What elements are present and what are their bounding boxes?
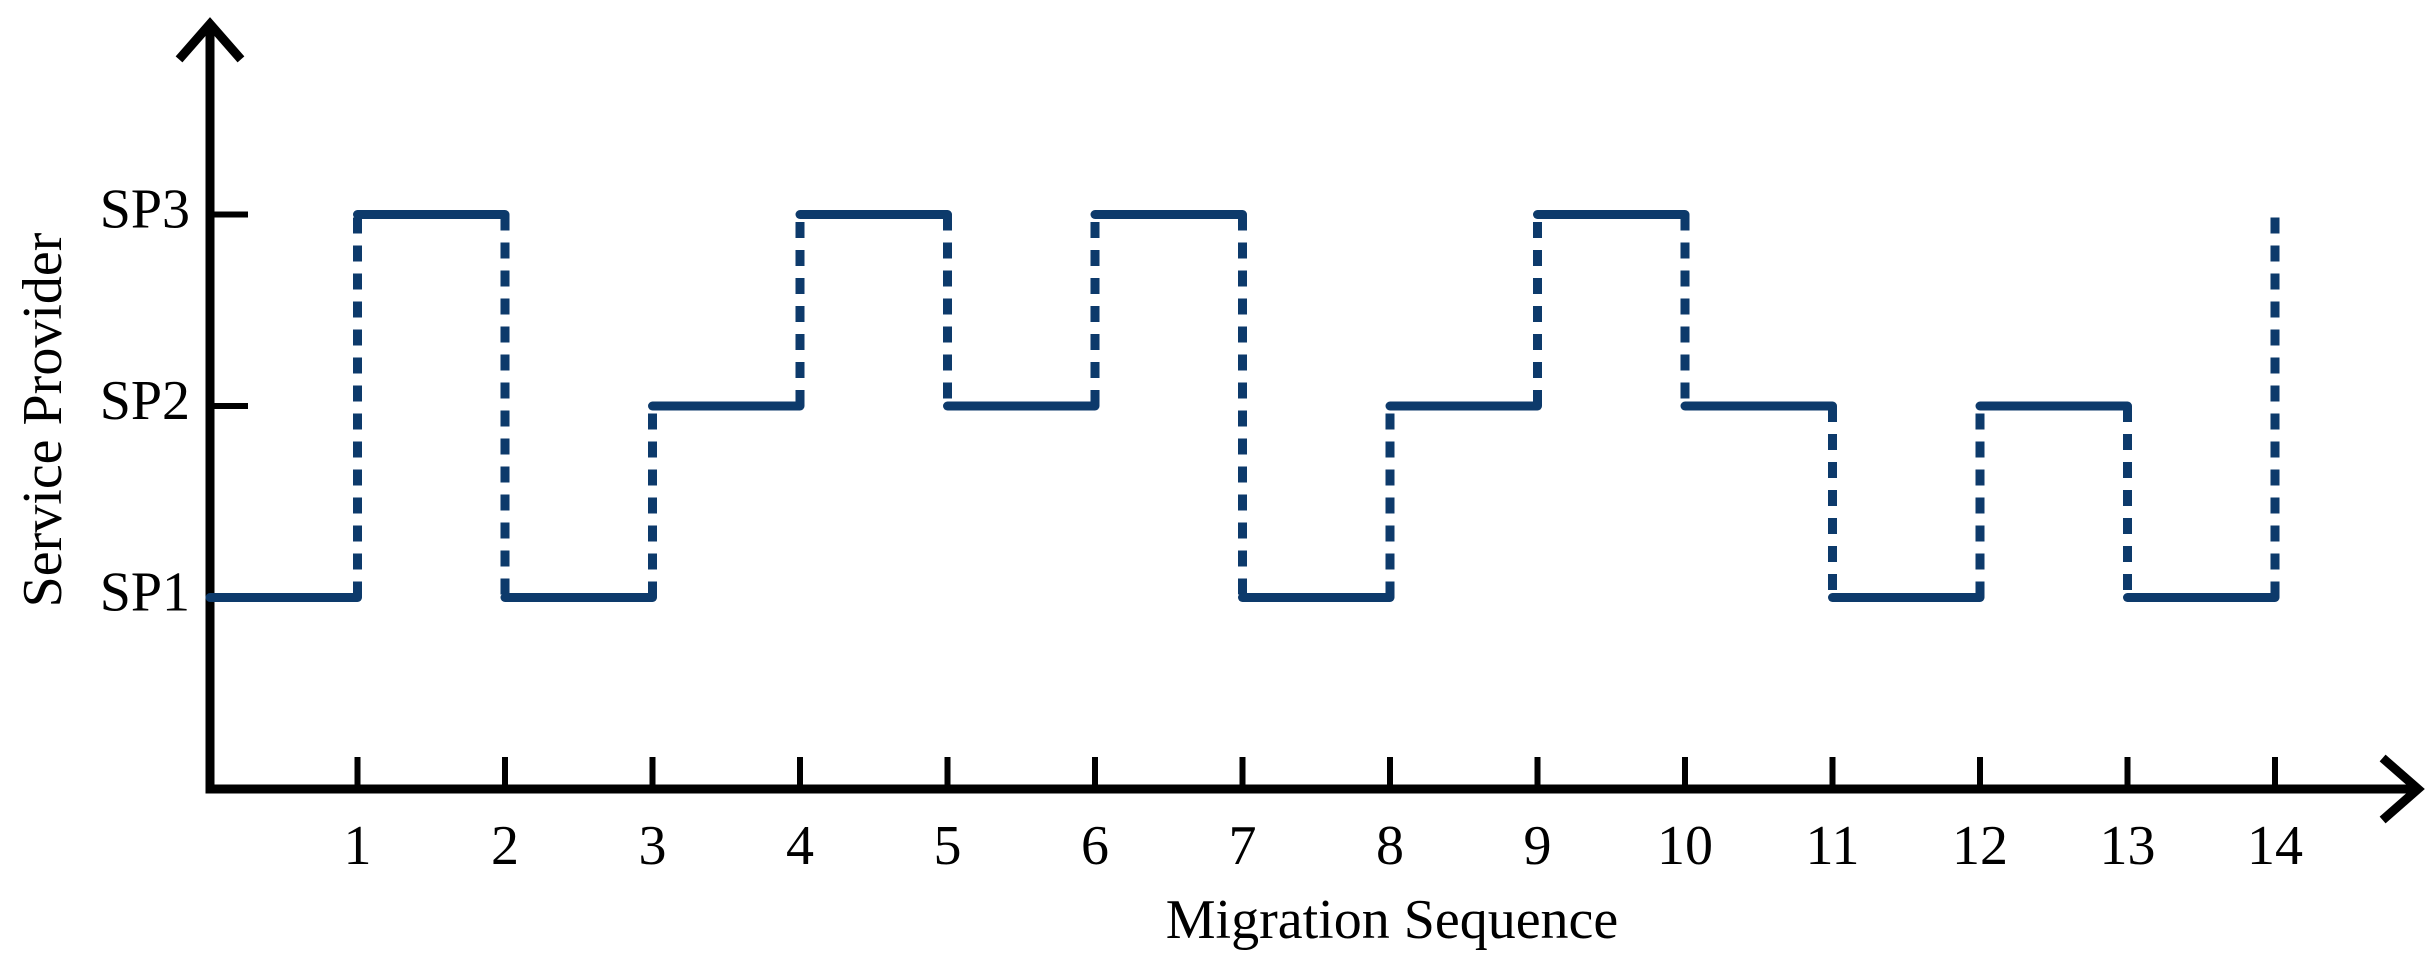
y-tick-label: SP3: [100, 178, 190, 240]
x-tick-label: 5: [934, 815, 962, 877]
x-axis-title: Migration Sequence: [1166, 889, 1619, 951]
x-tick-label: 10: [1657, 815, 1713, 877]
x-tick-label: 14: [2247, 815, 2303, 877]
y-tick-label: SP2: [100, 370, 190, 432]
x-axis-arrow: [2379, 754, 2425, 824]
x-tick-label: 9: [1524, 815, 1552, 877]
x-tick-label: 3: [639, 815, 667, 877]
x-tick-label: 6: [1081, 815, 1109, 877]
x-tick-label: 2: [491, 815, 519, 877]
axes: [175, 17, 2425, 824]
x-tick-label: 11: [1806, 815, 1860, 877]
x-tick-label: 12: [1952, 815, 2008, 877]
x-tick-label: 1: [344, 815, 372, 877]
x-tick-label: 13: [2100, 815, 2156, 877]
x-tick-label: 7: [1229, 815, 1257, 877]
x-tick-label: 4: [786, 815, 814, 877]
x-tick-label: 8: [1376, 815, 1404, 877]
y-axis-arrow: [175, 17, 245, 63]
y-tick-label: SP1: [100, 561, 190, 623]
y-axis-title: Service Provider: [12, 232, 74, 607]
